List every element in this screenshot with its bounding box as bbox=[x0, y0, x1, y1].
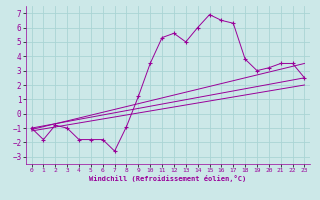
X-axis label: Windchill (Refroidissement éolien,°C): Windchill (Refroidissement éolien,°C) bbox=[89, 175, 247, 182]
